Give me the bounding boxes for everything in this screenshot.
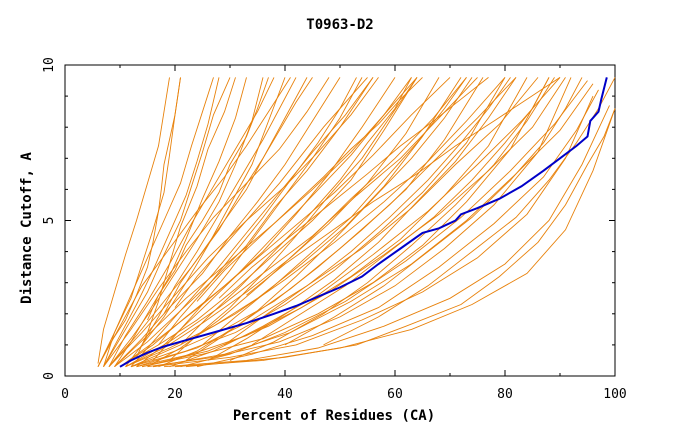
series-line: [163, 77, 313, 315]
series-line: [207, 77, 517, 361]
series-line: [114, 77, 247, 367]
x-tick-label: 100: [603, 387, 626, 402]
series-line: [169, 77, 561, 368]
series-line: [196, 89, 599, 368]
series-line: [246, 77, 561, 296]
series-line: [125, 77, 286, 367]
series-line: [251, 77, 550, 346]
x-tick-label: 80: [497, 387, 513, 402]
highlight-series-line: [119, 77, 608, 368]
plot-area: 0 20 40 60 80 100 0 5 10: [42, 57, 627, 402]
series-line: [141, 77, 566, 368]
series-line: [229, 77, 555, 361]
series-line: [108, 77, 308, 367]
series-line: [130, 77, 484, 368]
series-line: [169, 77, 418, 361]
y-tick-label: 10: [42, 57, 57, 73]
series-line: [97, 77, 181, 367]
series-line: [141, 77, 297, 346]
series-line: [108, 77, 275, 367]
series-line: [136, 77, 418, 368]
series-line: [136, 77, 528, 368]
y-axis-label: Distance Cutoff, A: [19, 152, 35, 304]
series-line: [158, 77, 517, 368]
series-line: [152, 95, 594, 368]
x-tick-label: 0: [61, 387, 69, 402]
series-line: [136, 77, 236, 358]
series-line: [224, 77, 511, 346]
series-line: [114, 77, 374, 368]
series-line: [119, 77, 451, 368]
series-line: [158, 77, 357, 346]
x-axis-label: Percent of Residues (CA): [233, 408, 435, 424]
series-line: [185, 108, 616, 368]
series-line: [202, 77, 467, 346]
series-line: [196, 77, 423, 302]
chart-title: T0963-D2: [306, 17, 373, 33]
series-line: [103, 77, 330, 367]
series-line: [163, 105, 610, 368]
series-line: [119, 77, 396, 368]
series-line: [103, 77, 220, 367]
x-tick-label: 60: [387, 387, 403, 402]
x-tick-label: 40: [277, 387, 293, 402]
series-line: [147, 77, 269, 321]
series-line: [180, 80, 588, 368]
y-tick-label: 5: [42, 217, 57, 225]
series-line: [103, 77, 231, 367]
series-line: [136, 77, 539, 368]
series-line: [119, 77, 418, 368]
series-line: [97, 77, 170, 364]
series-line: [97, 77, 181, 367]
y-tick-label: 0: [42, 372, 57, 380]
series-line: [130, 77, 374, 367]
series-line: [180, 77, 412, 346]
series-line: [103, 77, 214, 367]
x-tick-label: 20: [167, 387, 183, 402]
